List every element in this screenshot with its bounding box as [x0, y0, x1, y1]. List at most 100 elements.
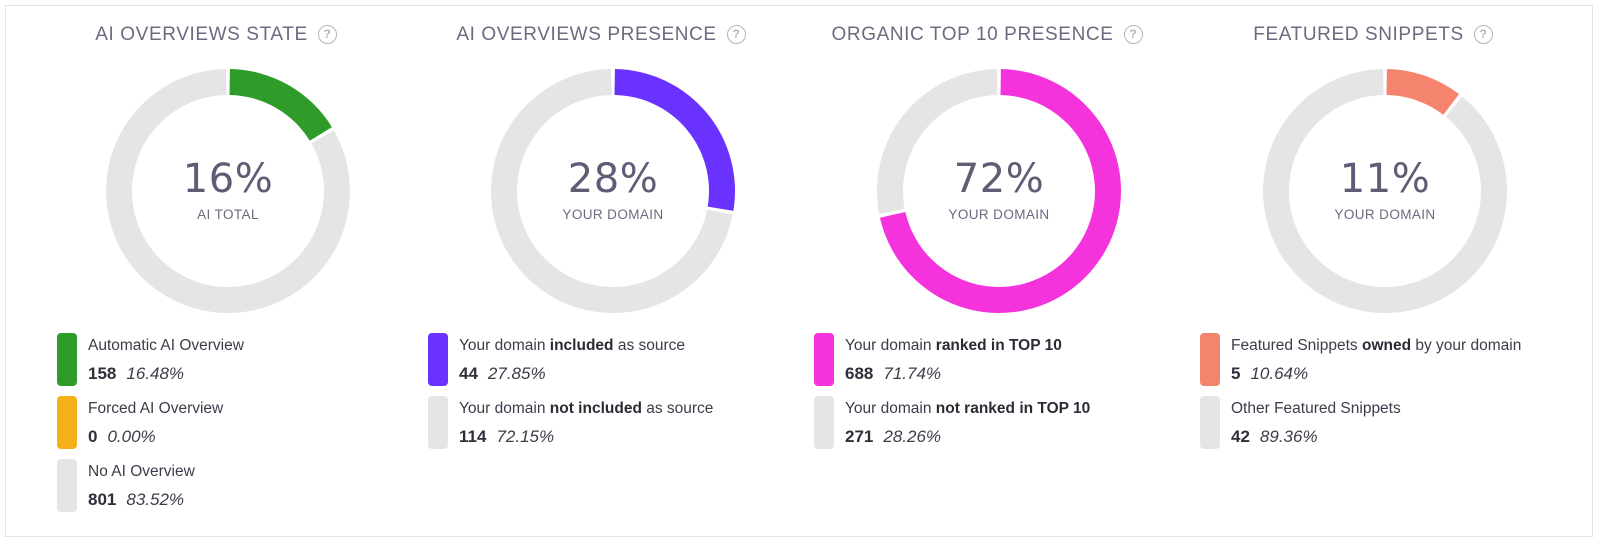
- legend-label: Your domain ranked in TOP 10: [845, 337, 1062, 355]
- legend-label: Your domain included as source: [459, 337, 685, 355]
- legend-values: 114 72.15%: [459, 427, 554, 447]
- donut-svg: [877, 69, 1121, 314]
- legend-swatch: [1200, 333, 1220, 386]
- legend-count: 44: [459, 364, 478, 383]
- donut-center: 16% AI TOTAL: [103, 66, 353, 316]
- chart-panel: AI OVERVIEWS PRESENCE? 28% YOUR DOMAIN Your…: [406, 6, 796, 536]
- legend-count: 158: [88, 364, 117, 383]
- question-circle-icon[interactable]: ?: [1473, 25, 1493, 44]
- legend-percent: 28.26%: [883, 427, 942, 446]
- chart-panel: AI OVERVIEWS STATE? 16% AI TOTAL Automatic …: [21, 6, 411, 536]
- center-percentage: 11%: [1339, 156, 1431, 202]
- legend-values: 158 16.48%: [88, 364, 184, 384]
- chart-title: FEATURED SNIPPETS?: [1178, 24, 1568, 46]
- legend-values: 42 89.36%: [1231, 427, 1318, 447]
- legend-label-emphasis: owned: [1361, 337, 1412, 354]
- legend-label-emphasis: included: [549, 337, 614, 354]
- chart-panel: FEATURED SNIPPETS? 11% YOUR DOMAIN Featured…: [1178, 6, 1568, 536]
- donut-svg: [1263, 69, 1507, 314]
- donut-slice[interactable]: [229, 69, 332, 141]
- dashboard-frame: AI OVERVIEWS STATE? 16% AI TOTAL Automatic …: [5, 5, 1593, 537]
- legend-count: 0: [88, 427, 98, 446]
- legend-swatch: [814, 333, 834, 386]
- legend-label: Featured Snippets owned by your domain: [1231, 337, 1521, 355]
- donut-center: 11% YOUR DOMAIN: [1260, 66, 1510, 316]
- legend-swatch: [1200, 396, 1220, 449]
- donut-svg: [490, 69, 735, 313]
- legend-values: 5 10.64%: [1231, 364, 1308, 384]
- legend-label-text: as source: [641, 400, 714, 417]
- legend-count: 5: [1231, 364, 1241, 383]
- center-percentage: 72%: [953, 156, 1045, 202]
- legend-label-emphasis: not ranked in TOP 10: [935, 400, 1091, 417]
- question-circle-icon[interactable]: ?: [1123, 25, 1143, 44]
- legend-values: 271 28.26%: [845, 427, 941, 447]
- legend-swatch: [57, 396, 77, 449]
- legend-percent: 0.00%: [107, 427, 156, 446]
- center-label: YOUR DOMAIN: [562, 207, 664, 222]
- legend-count: 42: [1231, 427, 1250, 446]
- center-percentage: 28%: [567, 156, 659, 202]
- chart-title: AI OVERVIEWS PRESENCE?: [406, 24, 796, 46]
- donut-chart: 28% YOUR DOMAIN: [488, 66, 738, 316]
- legend-percent: 10.64%: [1250, 364, 1309, 383]
- legend-percent: 71.74%: [883, 364, 942, 383]
- donut-svg: [106, 69, 350, 314]
- legend-values: 0 0.00%: [88, 427, 156, 447]
- donut-chart: 72% YOUR DOMAIN: [874, 66, 1124, 316]
- legend-percent: 89.36%: [1259, 427, 1318, 446]
- legend-swatch: [57, 459, 77, 512]
- chart-title-text: FEATURED SNIPPETS: [1253, 24, 1464, 45]
- center-label: AI TOTAL: [197, 207, 259, 222]
- donut-slice[interactable]: [614, 69, 735, 211]
- question-circle-icon[interactable]: ?: [726, 25, 746, 44]
- legend-values: 801 83.52%: [88, 490, 184, 510]
- legend-values: 688 71.74%: [845, 364, 941, 384]
- legend-percent: 72.15%: [496, 427, 555, 446]
- chart-title: AI OVERVIEWS STATE?: [21, 24, 411, 46]
- donut-slice[interactable]: [877, 69, 998, 214]
- legend-label-text: No AI Overview: [88, 463, 195, 480]
- center-label: YOUR DOMAIN: [1334, 207, 1436, 222]
- legend-label-text: Automatic AI Overview: [88, 337, 244, 354]
- legend-label-text: by your domain: [1411, 337, 1522, 354]
- legend-values: 44 27.85%: [459, 364, 546, 384]
- legend-label: Your domain not ranked in TOP 10: [845, 400, 1090, 418]
- legend-label-text: Your domain: [459, 400, 550, 417]
- chart-title-text: ORGANIC TOP 10 PRESENCE: [831, 24, 1114, 45]
- donut-chart: 11% YOUR DOMAIN: [1260, 66, 1510, 316]
- legend-label: Your domain not included as source: [459, 400, 713, 418]
- legend-swatch: [814, 396, 834, 449]
- legend-label: Other Featured Snippets: [1231, 400, 1401, 418]
- legend-swatch: [428, 333, 448, 386]
- legend-count: 688: [845, 364, 874, 383]
- donut-chart: 16% AI TOTAL: [103, 66, 353, 316]
- legend-percent: 27.85%: [487, 364, 546, 383]
- donut-center: 28% YOUR DOMAIN: [488, 66, 738, 316]
- legend-count: 801: [88, 490, 117, 509]
- legend-label: Automatic AI Overview: [88, 337, 244, 355]
- legend-label-text: Featured Snippets: [1231, 337, 1362, 354]
- donut-slice[interactable]: [1386, 69, 1460, 115]
- legend-label-text: Your domain: [845, 337, 936, 354]
- chart-title: ORGANIC TOP 10 PRESENCE?: [792, 24, 1182, 46]
- legend-label: Forced AI Overview: [88, 400, 223, 418]
- center-label: YOUR DOMAIN: [948, 207, 1050, 222]
- chart-title-text: AI OVERVIEWS PRESENCE: [456, 24, 717, 45]
- chart-panel: ORGANIC TOP 10 PRESENCE? 72% YOUR DOMAIN Yo…: [792, 6, 1182, 536]
- legend-label: No AI Overview: [88, 463, 195, 481]
- legend-count: 114: [459, 427, 487, 446]
- legend-swatch: [57, 333, 77, 386]
- legend-percent: 16.48%: [126, 364, 185, 383]
- legend-count: 271: [845, 427, 874, 446]
- legend-label-emphasis: ranked in TOP 10: [935, 337, 1062, 354]
- legend-label-text: Your domain: [459, 337, 550, 354]
- question-circle-icon[interactable]: ?: [317, 25, 337, 44]
- legend-label-text: Your domain: [845, 400, 936, 417]
- legend-percent: 83.52%: [126, 490, 185, 509]
- legend-label-text: as source: [613, 337, 686, 354]
- legend-label-text: Forced AI Overview: [88, 400, 224, 417]
- legend-swatch: [428, 396, 448, 449]
- legend-label-text: Other Featured Snippets: [1231, 400, 1401, 417]
- legend-label-emphasis: not included: [549, 400, 642, 417]
